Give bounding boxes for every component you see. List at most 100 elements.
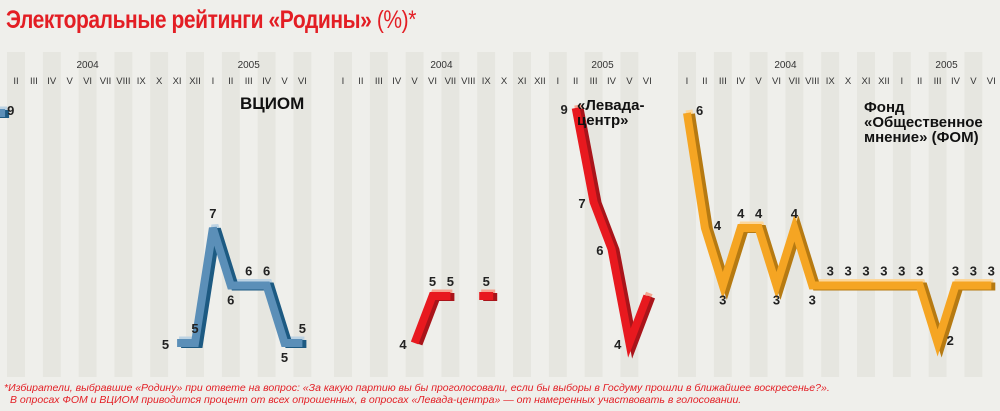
month-stripe	[441, 52, 460, 377]
month-stripe	[78, 52, 97, 377]
month-tick-label: VI	[643, 76, 652, 87]
data-label: 7	[578, 196, 585, 211]
data-label: 3	[844, 264, 851, 279]
month-tick-label: VI	[298, 76, 307, 87]
month-stripe	[405, 52, 424, 377]
month-stripe	[928, 52, 947, 377]
data-label: 4	[737, 206, 745, 221]
month-tick-label: III	[30, 76, 38, 87]
month-tick-label: I	[212, 76, 215, 87]
month-tick-label: III	[719, 76, 727, 87]
month-tick-label: VI	[428, 76, 437, 87]
month-tick-label: VII	[789, 76, 801, 87]
month-tick-label: IX	[137, 76, 147, 87]
data-label: 3	[827, 264, 834, 279]
month-stripe	[114, 52, 133, 377]
month-tick-label: X	[156, 76, 163, 87]
data-label: 5	[162, 337, 169, 352]
data-label: 5	[281, 350, 288, 365]
panel-title-fom: Фонд «Общественное мнение» (ФОМ)	[864, 99, 983, 146]
data-label: 7	[209, 206, 216, 221]
month-stripe	[892, 52, 911, 377]
year-label: 2004	[76, 60, 99, 71]
month-tick-label: VIII	[805, 76, 819, 87]
data-label: 5	[447, 274, 454, 289]
year-label: 2005	[238, 60, 261, 71]
month-tick-label: III	[245, 76, 253, 87]
month-stripe	[713, 52, 732, 377]
data-label: 3	[862, 264, 869, 279]
series-line	[683, 112, 992, 357]
data-label: 3	[880, 264, 887, 279]
month-tick-label: X	[845, 76, 852, 87]
title-suffix: (%)*	[376, 6, 417, 34]
month-stripe	[821, 52, 840, 377]
month-tick-label: VII	[445, 76, 457, 87]
month-tick-label: XII	[189, 76, 201, 87]
month-tick-label: II	[702, 76, 707, 87]
month-stripe	[334, 52, 352, 377]
data-label: 3	[988, 264, 995, 279]
month-tick-label: IV	[262, 76, 272, 87]
month-tick-label: XII	[878, 76, 890, 87]
month-tick-label: IV	[607, 76, 617, 87]
data-label: 5	[483, 274, 490, 289]
data-label: 3	[773, 293, 780, 308]
data-label: 4	[714, 218, 722, 233]
panel-title-levada: «Левада-центр»	[577, 97, 645, 129]
data-label: 6	[245, 264, 252, 279]
month-tick-label: IX	[482, 76, 492, 87]
month-tick-label: II	[358, 76, 363, 87]
footnote-2: В опросах ФОМ и ВЦИОМ приводится процент…	[10, 394, 742, 406]
month-stripe	[749, 52, 768, 377]
month-tick-label: VIII	[116, 76, 130, 87]
month-tick-label: V	[626, 76, 633, 87]
month-stripe	[857, 52, 875, 377]
year-label: 2005	[935, 60, 958, 71]
data-label: 5	[299, 321, 306, 336]
month-stripe	[785, 52, 804, 377]
month-tick-label: V	[67, 76, 74, 87]
month-stripe	[513, 52, 531, 377]
year-label: 2005	[591, 60, 614, 71]
data-label: 4	[399, 337, 407, 352]
month-tick-label: I	[556, 76, 559, 87]
month-tick-label: IV	[47, 76, 57, 87]
month-stripe	[42, 52, 61, 377]
month-stripe	[548, 52, 567, 377]
data-label: 5	[429, 274, 436, 289]
data-label: 4	[614, 337, 622, 352]
data-label: 3	[719, 293, 726, 308]
data-label: 3	[809, 293, 816, 308]
month-tick-label: III	[375, 76, 383, 87]
month-tick-label: XII	[534, 76, 546, 87]
month-tick-label: VI	[83, 76, 92, 87]
data-label: 4	[791, 206, 799, 221]
data-label: 3	[970, 264, 977, 279]
data-label: 3	[898, 264, 905, 279]
month-stripe	[7, 52, 25, 377]
year-label: 2004	[430, 60, 453, 71]
month-stripe	[477, 52, 496, 377]
data-label: 6	[696, 103, 703, 118]
month-tick-label: III	[934, 76, 942, 87]
year-label: 2004	[774, 60, 797, 71]
month-tick-label: II	[228, 76, 233, 87]
month-stripe	[221, 52, 240, 377]
panel-title-vciom: ВЦИОМ	[240, 94, 305, 113]
data-label: 6	[263, 264, 270, 279]
month-tick-label: IV	[736, 76, 746, 87]
month-tick-label: VI	[987, 76, 996, 87]
month-tick-label: II	[917, 76, 922, 87]
month-tick-label: I	[900, 76, 903, 87]
month-tick-label: II	[13, 76, 18, 87]
series-line	[571, 107, 652, 358]
data-label: 4	[755, 206, 763, 221]
month-tick-label: XI	[862, 76, 871, 87]
month-tick-label: IV	[951, 76, 961, 87]
series-line	[410, 292, 451, 345]
data-label: 3	[916, 264, 923, 279]
month-tick-label: XI	[173, 76, 182, 87]
